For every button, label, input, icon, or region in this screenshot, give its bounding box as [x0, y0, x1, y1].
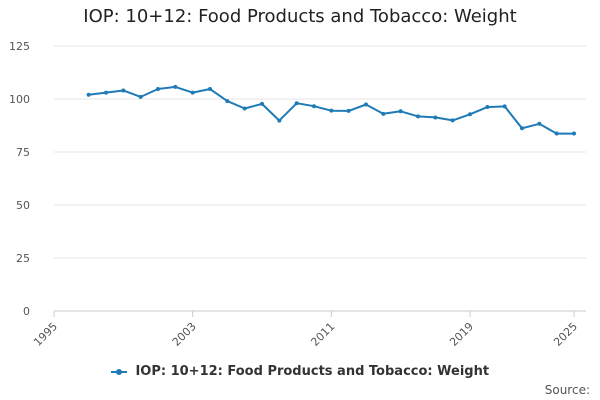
data-point[interactable] — [86, 92, 91, 97]
data-point[interactable] — [104, 90, 108, 95]
x-axis: 1995 2003 2011 2019 2025 — [31, 311, 580, 349]
data-point[interactable] — [502, 104, 507, 109]
y-tick-label: 125 — [9, 40, 30, 53]
data-point[interactable] — [294, 101, 299, 106]
legend-series-label: IOP: 10+12: Food Products and Tobacco: W… — [135, 364, 490, 379]
data-point[interactable] — [121, 88, 126, 93]
data-point[interactable] — [208, 87, 212, 92]
data-point[interactable] — [138, 94, 143, 99]
data-point[interactable] — [554, 131, 559, 136]
data-point[interactable] — [520, 126, 524, 131]
data-point[interactable] — [468, 112, 472, 117]
data-series — [86, 84, 576, 136]
data-point[interactable] — [381, 111, 386, 116]
x-tick-label: 2003 — [170, 320, 199, 349]
data-point[interactable] — [260, 101, 264, 106]
x-tick-label: 2011 — [308, 320, 337, 349]
y-tick-label: 25 — [16, 252, 30, 265]
data-point[interactable] — [225, 99, 230, 104]
x-tick-label: 1995 — [31, 320, 60, 349]
data-point[interactable] — [398, 109, 403, 114]
x-tick-label: 2019 — [447, 320, 476, 349]
data-point[interactable] — [450, 118, 455, 123]
legend-line-marker-icon — [110, 367, 127, 377]
data-point[interactable] — [312, 104, 316, 109]
y-tick-label: 0 — [23, 305, 30, 318]
y-tick-label: 100 — [9, 93, 30, 106]
x-tick-label: 2025 — [551, 320, 580, 349]
data-point[interactable] — [433, 115, 438, 120]
data-point[interactable] — [173, 84, 178, 89]
y-tick-label: 75 — [16, 146, 30, 159]
y-axis: 0 25 50 75 100 125 — [9, 40, 30, 318]
grid-lines — [54, 45, 586, 312]
chart-title: IOP: 10+12: Food Products and Tobacco: W… — [83, 6, 517, 27]
data-point[interactable] — [190, 90, 195, 95]
data-point[interactable] — [537, 121, 542, 126]
data-point[interactable] — [329, 108, 334, 113]
data-point[interactable] — [346, 108, 351, 113]
data-point[interactable] — [277, 118, 282, 123]
source-label[interactable]: Source: — [544, 383, 590, 397]
legend[interactable]: IOP: 10+12: Food Products and Tobacco: W… — [0, 364, 600, 379]
data-point[interactable] — [416, 114, 420, 119]
data-point[interactable] — [364, 102, 368, 107]
y-tick-label: 50 — [16, 199, 30, 212]
data-point[interactable] — [485, 105, 490, 110]
data-point[interactable] — [156, 87, 160, 92]
data-point[interactable] — [242, 106, 247, 111]
data-point[interactable] — [572, 131, 576, 136]
